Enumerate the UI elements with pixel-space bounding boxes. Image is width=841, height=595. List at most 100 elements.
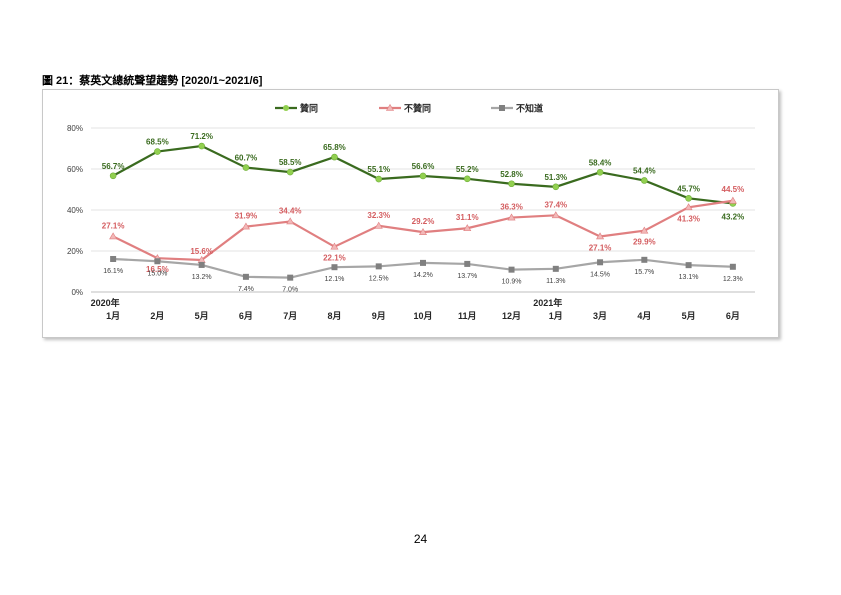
- data-label: 22.1%: [323, 254, 346, 263]
- data-label: 15.6%: [190, 247, 213, 256]
- data-label: 45.7%: [677, 184, 700, 193]
- series-group: [109, 142, 737, 281]
- legend-label: 贊同: [300, 103, 318, 114]
- x-tick-label: 11月: [458, 311, 477, 321]
- page-number: 24: [413, 532, 428, 546]
- data-label: 13.7%: [457, 273, 477, 280]
- x-tick-label: 5月: [682, 311, 696, 321]
- data-label: 51.3%: [544, 173, 567, 182]
- data-point: [464, 260, 471, 267]
- grid-lines: [91, 127, 755, 293]
- data-point: [420, 259, 426, 266]
- data-label: 14.2%: [413, 272, 433, 279]
- data-point: [685, 262, 692, 269]
- data-point: [552, 265, 559, 272]
- data-label: 55.2%: [456, 165, 479, 174]
- y-tick-label: 40%: [67, 206, 83, 215]
- data-point: [641, 256, 648, 263]
- data-label: 55.1%: [367, 165, 390, 174]
- data-point: [463, 175, 471, 183]
- data-point: [331, 153, 338, 161]
- data-point: [375, 175, 383, 183]
- data-label: 44.5%: [722, 185, 745, 194]
- data-point: [242, 273, 249, 280]
- x-tick-label: 8月: [327, 311, 341, 321]
- data-point: [375, 263, 382, 270]
- data-label: 27.1%: [589, 243, 612, 252]
- data-point: [552, 183, 560, 191]
- figure-title: 圖 21：蔡英文總統聲望趨勢 [2020/1~2021/6]: [42, 75, 263, 87]
- data-label: 31.1%: [456, 213, 479, 222]
- data-label: 12.3%: [723, 276, 743, 283]
- data-point: [241, 222, 250, 230]
- data-point: [597, 259, 604, 266]
- data-point: [374, 221, 383, 229]
- data-point: [330, 242, 339, 250]
- x-tick-label: 5月: [195, 311, 209, 321]
- data-label: 29.9%: [633, 238, 656, 247]
- x-tick-label: 9月: [372, 311, 386, 321]
- data-label: 36.3%: [500, 203, 523, 212]
- data-label: 12.5%: [369, 275, 389, 282]
- data-point: [684, 203, 693, 211]
- x-tick-label: 6月: [726, 311, 740, 321]
- data-label: 15.0%: [147, 270, 167, 277]
- data-label: 32.3%: [367, 211, 390, 220]
- data-label: 27.1%: [102, 221, 125, 230]
- data-point: [596, 168, 604, 176]
- data-label: 37.4%: [544, 200, 567, 209]
- data-label: 7.4%: [238, 286, 254, 293]
- x-tick-label: 7月: [283, 311, 297, 321]
- legend-marker: [499, 105, 505, 111]
- data-label: 7.0%: [282, 287, 298, 294]
- data-point: [640, 226, 649, 234]
- data-label: 60.7%: [235, 154, 258, 163]
- data-label: 56.6%: [412, 162, 435, 171]
- data-point: [286, 168, 294, 176]
- x-tick-label: 3月: [593, 311, 607, 321]
- data-point: [551, 211, 560, 219]
- x-tick-label: 2月: [150, 311, 164, 321]
- data-point: [109, 232, 118, 240]
- x-tick-label: 12月: [502, 311, 521, 321]
- data-label: 41.3%: [677, 214, 700, 223]
- y-tick-label: 20%: [67, 247, 83, 256]
- data-label: 52.8%: [500, 170, 523, 179]
- data-point: [287, 274, 294, 281]
- data-point: [331, 264, 338, 271]
- data-point: [198, 261, 205, 268]
- data-label: 13.2%: [192, 274, 212, 281]
- y-tick-label: 80%: [67, 124, 83, 133]
- data-point: [508, 266, 515, 273]
- x-axis: 2020年 1月 2月 5月 6月 7月 8月 9月 10月 11月 12月 2021年 1月 3月 4月 5…: [91, 297, 740, 321]
- data-labels-group: 56.7% 68.5% 71.2% 60.7% 58.5% 65.8% 55.1% 56.6%…: [102, 132, 744, 294]
- legend-label: 不知道: [516, 103, 543, 114]
- data-label: 56.7%: [102, 162, 125, 171]
- data-point: [109, 172, 117, 180]
- x-tick-label: 6月: [239, 311, 253, 321]
- y-tick-label: 0%: [71, 288, 83, 297]
- data-label: 16.5%: [146, 265, 169, 274]
- data-label: 65.8%: [323, 143, 346, 152]
- y-tick-label: 60%: [67, 165, 83, 174]
- data-label: 12.1%: [325, 276, 345, 283]
- data-label: 58.5%: [279, 158, 302, 167]
- data-label: 16.1%: [103, 268, 123, 275]
- x-tick-label: 10月: [413, 311, 432, 321]
- chart-container: 0% 20% 40% 60% 80% 2020年 1月 2月 5月 6月 7月 8月 9月 10月 11月…: [42, 89, 779, 338]
- data-label: 15.7%: [634, 269, 654, 276]
- data-point: [242, 164, 250, 171]
- legend: 贊同 不贊同 不知道: [275, 103, 543, 114]
- x-tick-label: 2020年 1月: [91, 297, 121, 321]
- data-point: [110, 255, 117, 262]
- data-label: 34.4%: [279, 206, 302, 215]
- data-point: [508, 180, 515, 188]
- data-point: [154, 148, 161, 155]
- data-point: [463, 224, 472, 232]
- x-tick-label: 4月: [637, 311, 651, 321]
- data-label: 29.2%: [412, 217, 435, 226]
- data-point: [286, 217, 295, 225]
- data-point: [198, 142, 205, 150]
- x-tick-label: 2021年 1月: [533, 297, 563, 321]
- data-point: [419, 172, 427, 180]
